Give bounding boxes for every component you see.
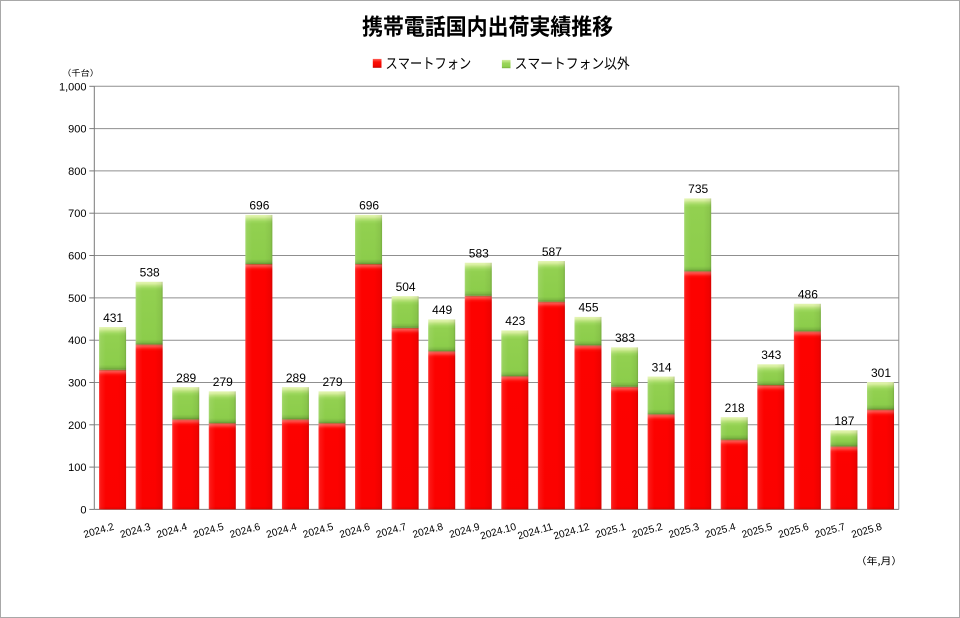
svg-text:900: 900 (68, 124, 86, 136)
svg-text:2024.5: 2024.5 (192, 522, 225, 541)
svg-text:696: 696 (359, 199, 379, 213)
svg-text:187: 187 (834, 414, 854, 428)
svg-text:735: 735 (688, 182, 708, 196)
svg-text:289: 289 (176, 371, 196, 385)
svg-text:2025.7: 2025.7 (814, 522, 847, 541)
svg-text:696: 696 (249, 199, 269, 213)
svg-text:2025.8: 2025.8 (850, 522, 883, 541)
svg-text:2024.2: 2024.2 (82, 522, 115, 541)
svg-text:2024.11: 2024.11 (517, 522, 555, 543)
svg-text:289: 289 (286, 371, 306, 385)
svg-text:449: 449 (432, 303, 452, 317)
svg-text:538: 538 (140, 266, 160, 280)
svg-text:2025.1: 2025.1 (594, 522, 627, 541)
svg-text:314: 314 (652, 360, 672, 374)
svg-text:2024.8: 2024.8 (412, 522, 445, 541)
svg-text:431: 431 (103, 311, 123, 325)
svg-text:300: 300 (68, 378, 86, 390)
svg-text:200: 200 (68, 420, 86, 432)
svg-text:587: 587 (542, 245, 562, 259)
svg-text:218: 218 (725, 401, 745, 415)
svg-text:700: 700 (68, 208, 86, 220)
svg-text:2024.10: 2024.10 (479, 522, 518, 543)
svg-text:2024.5: 2024.5 (302, 522, 335, 541)
svg-text:301: 301 (871, 366, 891, 380)
svg-text:2024.12: 2024.12 (552, 522, 591, 543)
svg-text:1,000: 1,000 (59, 81, 87, 93)
svg-text:400: 400 (68, 335, 86, 347)
svg-text:2024.7: 2024.7 (375, 522, 408, 541)
svg-text:343: 343 (761, 348, 781, 362)
svg-text:500: 500 (68, 293, 86, 305)
svg-text:279: 279 (213, 375, 233, 389)
svg-text:2024.6: 2024.6 (229, 522, 262, 541)
svg-text:383: 383 (615, 331, 635, 345)
svg-text:2025.5: 2025.5 (741, 522, 774, 541)
svg-text:100: 100 (68, 462, 86, 474)
svg-text:800: 800 (68, 166, 86, 178)
svg-text:486: 486 (798, 288, 818, 302)
svg-text:2024.9: 2024.9 (448, 522, 481, 541)
svg-text:0: 0 (80, 504, 86, 516)
svg-text:2025.6: 2025.6 (777, 522, 810, 541)
svg-text:279: 279 (322, 375, 342, 389)
svg-text:2024.4: 2024.4 (156, 522, 189, 541)
svg-text:2025.2: 2025.2 (631, 522, 664, 541)
svg-text:2025.3: 2025.3 (668, 522, 701, 541)
svg-text:2025.4: 2025.4 (704, 522, 737, 541)
svg-text:2024.6: 2024.6 (338, 522, 371, 541)
svg-text:504: 504 (396, 280, 416, 294)
svg-text:423: 423 (505, 314, 525, 328)
svg-text:583: 583 (469, 247, 489, 261)
svg-text:455: 455 (578, 301, 598, 315)
svg-text:600: 600 (68, 251, 86, 263)
svg-text:2024.4: 2024.4 (265, 522, 298, 541)
svg-text:2024.3: 2024.3 (119, 522, 152, 541)
